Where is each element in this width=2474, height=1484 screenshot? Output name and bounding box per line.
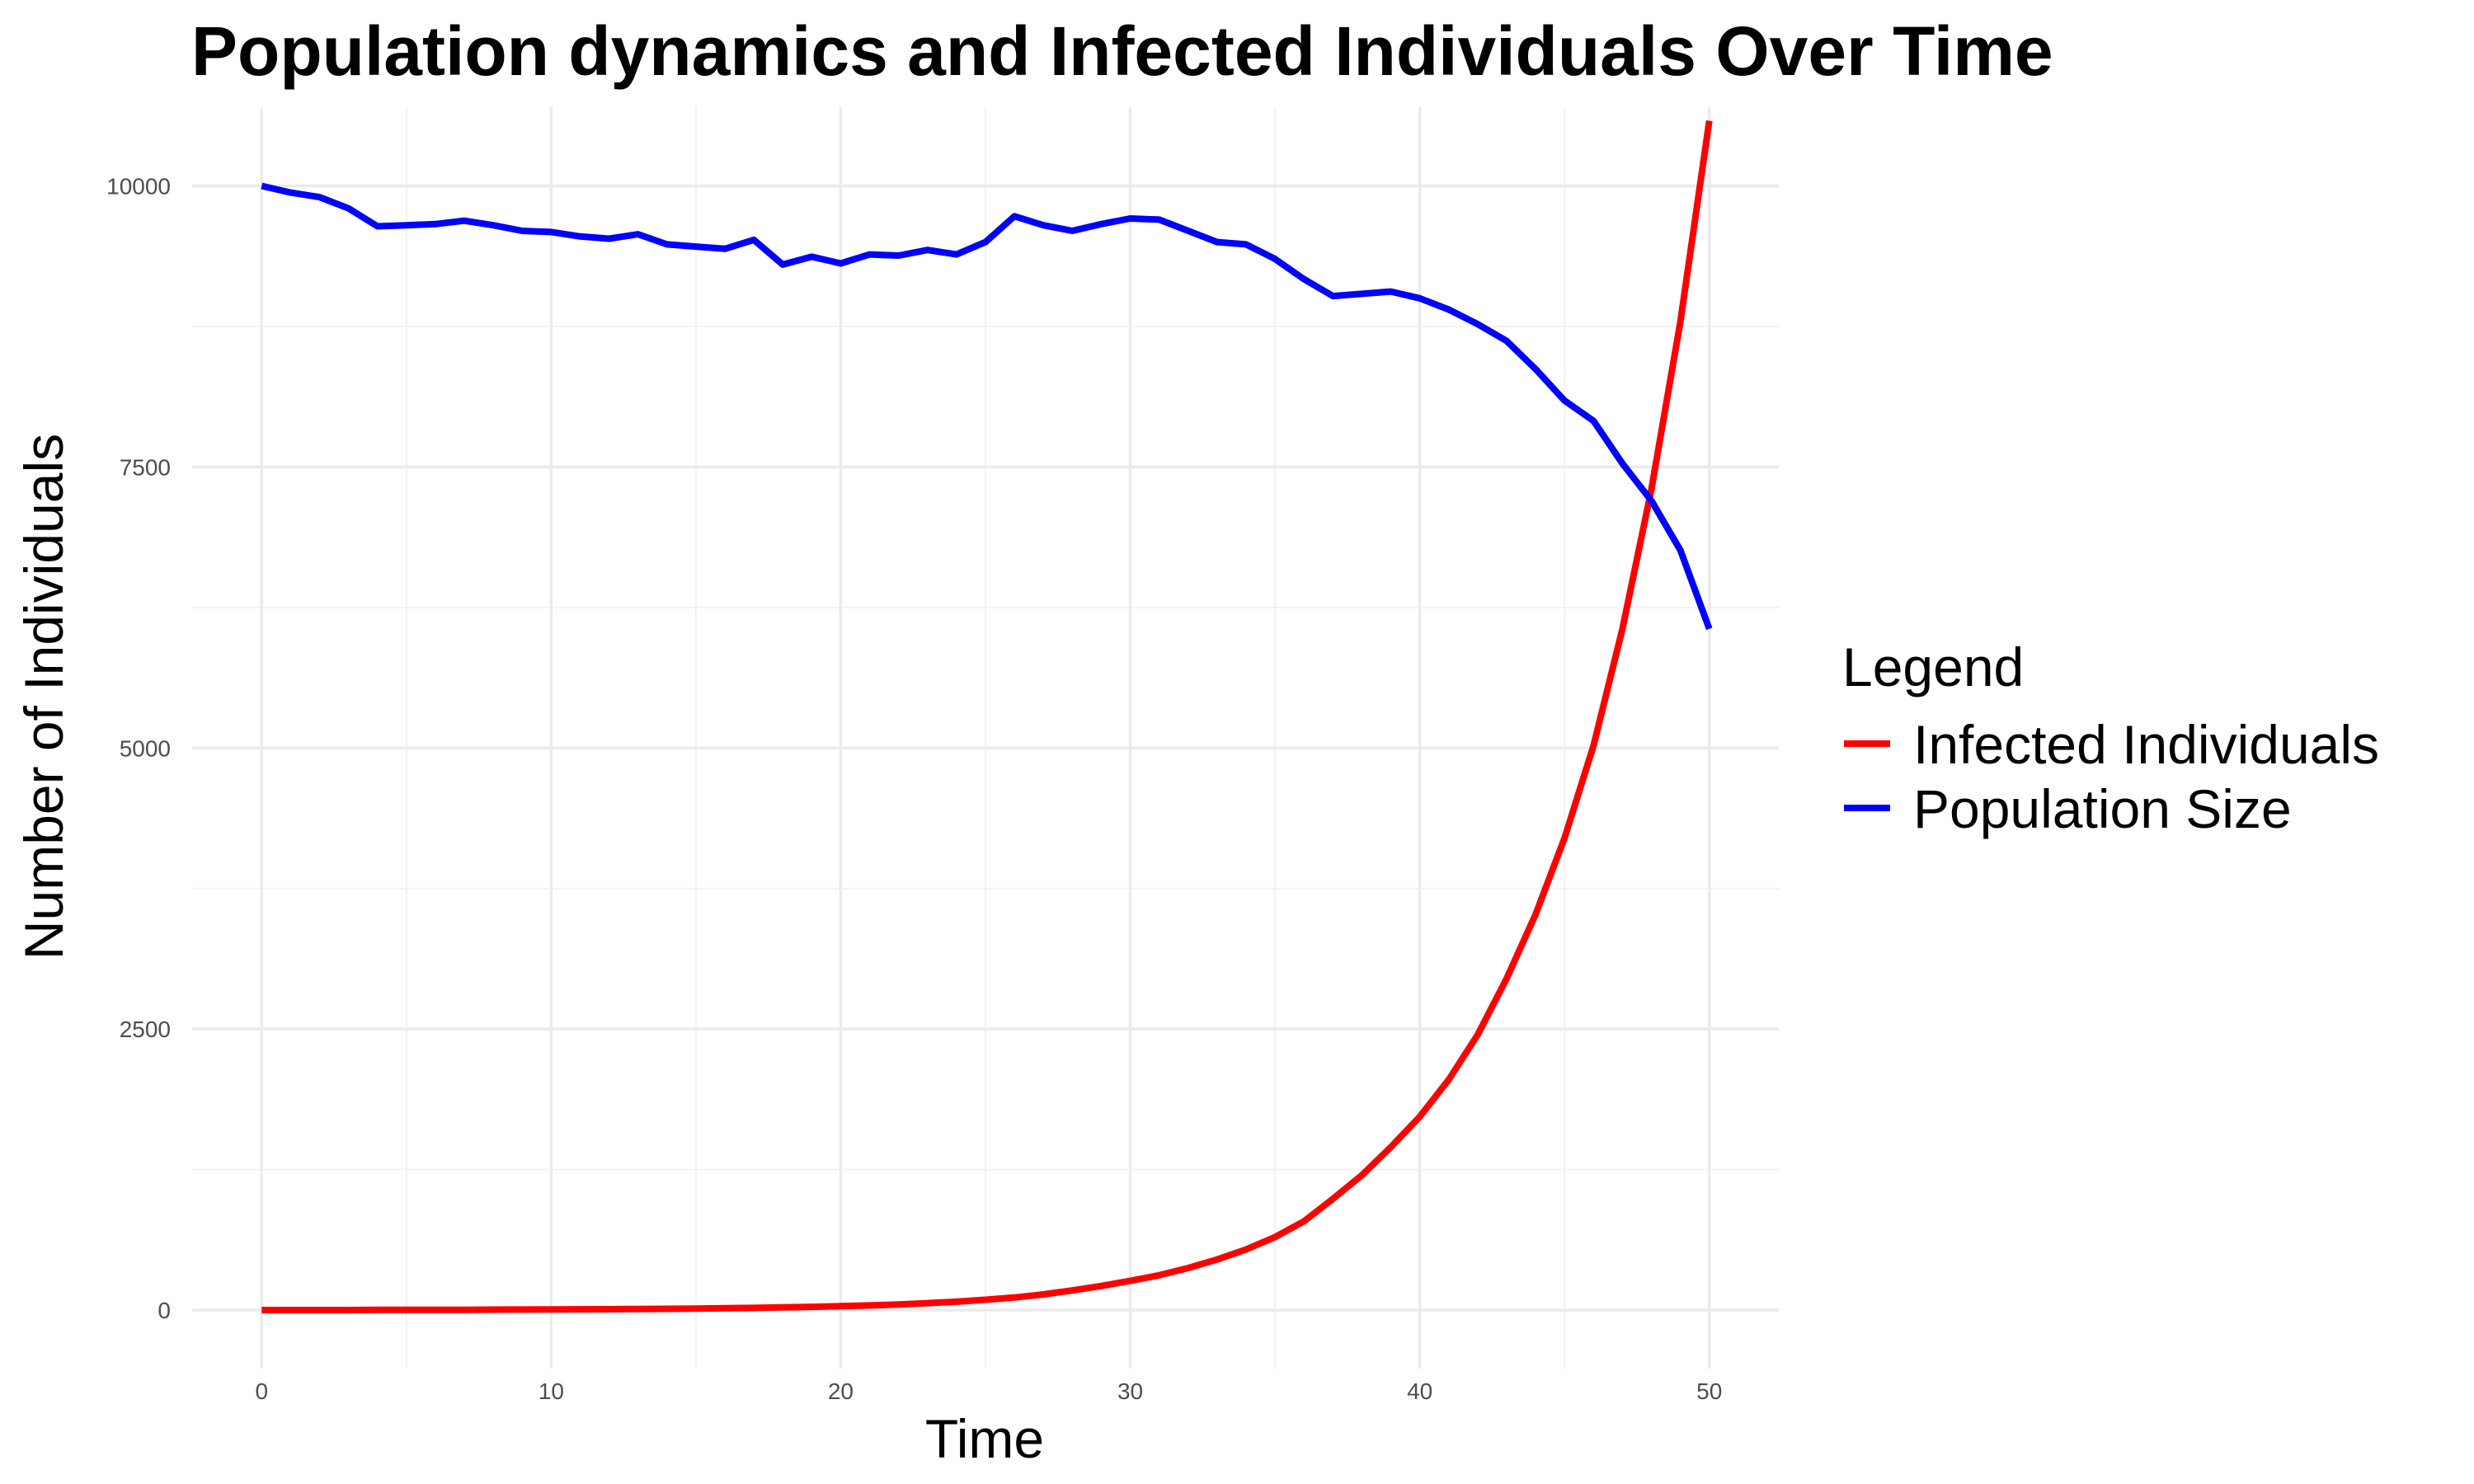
- series-lines: [261, 120, 1713, 1313]
- y-tick-label: 0: [158, 1298, 171, 1323]
- legend-label: Infected Individuals: [1913, 714, 2379, 775]
- x-tick-label: 50: [1696, 1378, 1722, 1404]
- y-tick-label: 2500: [120, 1017, 171, 1042]
- y-tick-label: 7500: [120, 454, 171, 480]
- x-tick-labels: 0 10 20 30 40 50: [255, 1378, 1722, 1404]
- y-tick-label: 5000: [120, 735, 171, 761]
- legend-title: Legend: [1842, 636, 2024, 697]
- y-tick-label: 10000: [106, 173, 171, 199]
- legend-label: Population Size: [1913, 778, 2292, 839]
- series-line-population-size: [261, 182, 1713, 631]
- y-tick-labels: 0 2500 5000 7500 10000: [106, 173, 171, 1323]
- y-axis-title: Number of Individuals: [13, 434, 74, 960]
- x-tick-label: 20: [828, 1378, 854, 1404]
- x-axis-title: Time: [925, 1408, 1044, 1469]
- x-tick-label: 10: [539, 1378, 564, 1404]
- x-tick-label: 30: [1117, 1378, 1143, 1404]
- x-tick-label: 0: [255, 1378, 268, 1404]
- x-tick-label: 40: [1407, 1378, 1432, 1404]
- series-line-infected-individuals: [261, 120, 1713, 1313]
- minor-gridlines: [192, 107, 1779, 1369]
- chart-title: Population dynamics and Infected Individ…: [191, 12, 2053, 90]
